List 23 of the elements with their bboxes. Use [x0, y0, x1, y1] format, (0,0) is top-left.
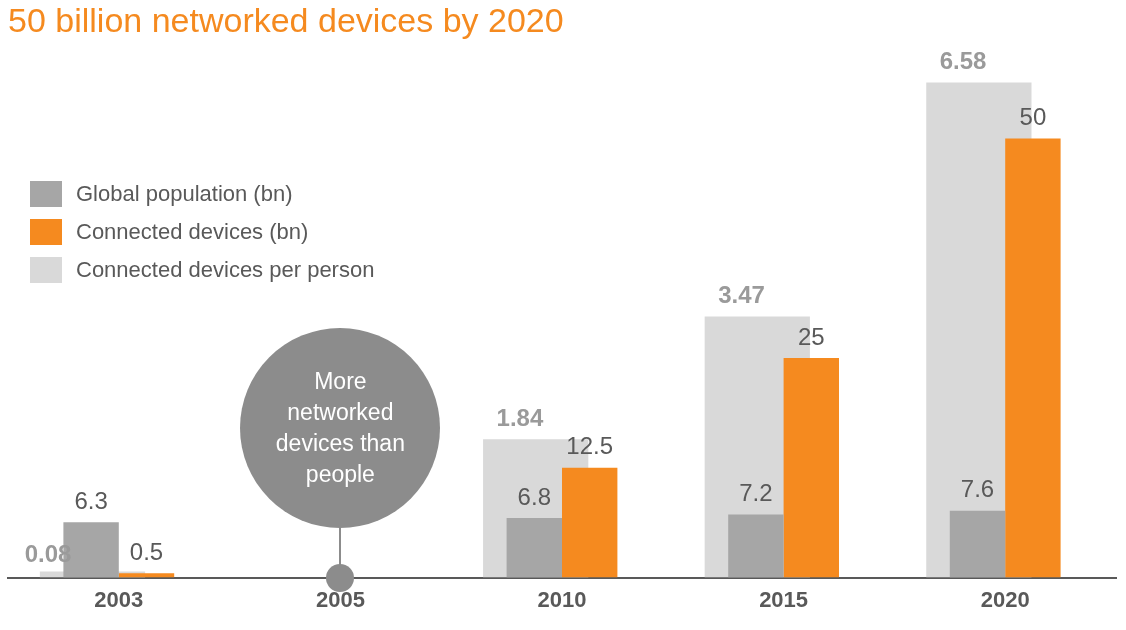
data-label: 3.47	[718, 281, 765, 309]
x-tick-label: 2003	[94, 586, 144, 612]
data-label: 12.5	[566, 432, 614, 460]
legend-label: Connected devices (bn)	[76, 219, 309, 245]
data-label: 1.84	[496, 403, 544, 431]
data-label: 6.8	[517, 482, 551, 510]
x-tick-label: 2010	[537, 586, 587, 612]
data-label: 25	[797, 322, 825, 350]
bar	[728, 514, 784, 578]
legend-label: Global population (bn)	[76, 181, 293, 207]
legend-label: Connected devices per person	[76, 257, 375, 283]
annotation: More networked devices than people	[240, 327, 441, 528]
data-label: 7.6	[960, 475, 995, 503]
data-label: 6.58	[939, 47, 987, 75]
x-tick-label: 2015	[759, 586, 809, 612]
data-label: 50	[1019, 103, 1047, 131]
bar	[949, 510, 1006, 578]
data-label: 0.5	[129, 537, 164, 565]
data-label: 7.2	[739, 479, 773, 507]
bar	[506, 517, 562, 578]
data-label: 6.3	[74, 486, 108, 514]
x-tick-label: 2020	[980, 586, 1030, 612]
chart-title: 50 billion networked devices by 2020	[8, 0, 564, 39]
